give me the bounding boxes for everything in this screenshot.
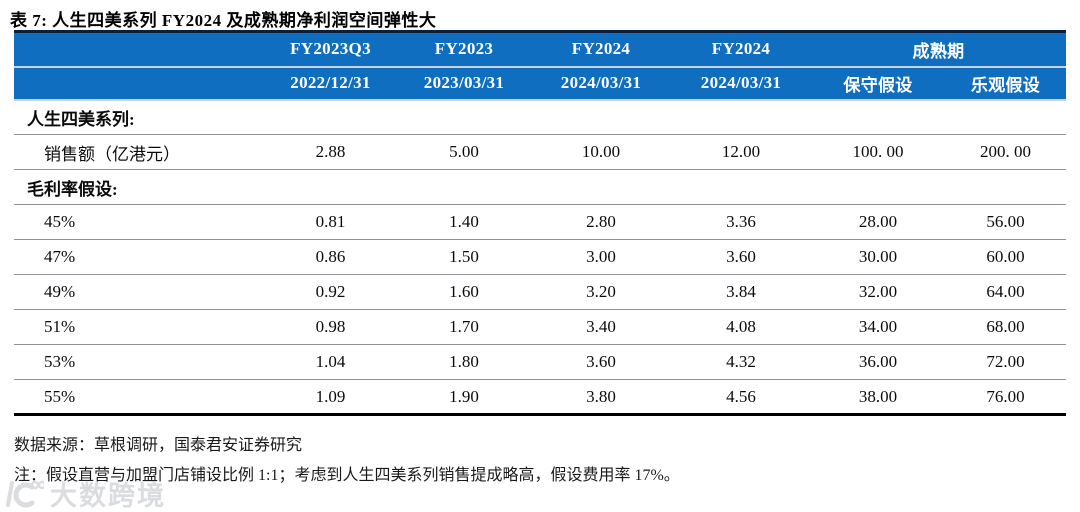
cell-value: 10.00 [531, 134, 671, 170]
section-label: 毛利率假设: [14, 169, 1066, 205]
cell-value: 0.92 [264, 274, 397, 310]
cell-value: 72.00 [945, 344, 1066, 380]
row-label: 销售额（亿港元） [14, 134, 264, 170]
table-container: FY2023Q3 FY2023 FY2024 FY2024 成熟期 2022/12/31… [14, 30, 1066, 416]
table-header-row-dates: 2022/12/31 2023/03/31 2024/03/31 2024/03/31… [14, 66, 1066, 101]
column-header: 2023/03/31 [397, 66, 531, 101]
page-title: 表 7: 人生四美系列 FY2024 及成熟期净利润空间弹性大 [10, 11, 437, 30]
column-header: 2024/03/31 [671, 66, 811, 101]
column-header: FY2023Q3 [264, 30, 397, 68]
cell-value: 3.60 [531, 344, 671, 380]
cell-value: 56.00 [945, 204, 1066, 240]
table-header: FY2023Q3 FY2023 FY2024 FY2024 成熟期 2022/12/31… [14, 30, 1066, 101]
cell-value: 38.00 [811, 379, 945, 416]
cell-value: 1.90 [397, 379, 531, 416]
cell-value: 2.80 [531, 204, 671, 240]
cell-value: 5.00 [397, 134, 531, 170]
cell-value: 68.00 [945, 309, 1066, 345]
column-header: 保守假设 [811, 66, 945, 101]
cell-value: 28.00 [811, 204, 945, 240]
cell-value: 3.80 [531, 379, 671, 416]
table-row: 人生四美系列: [14, 99, 1066, 135]
cell-value: 100. 00 [811, 134, 945, 170]
cell-value: 3.60 [671, 239, 811, 275]
row-label: 55% [14, 379, 264, 416]
cell-value: 1.60 [397, 274, 531, 310]
cell-value: 3.36 [671, 204, 811, 240]
cell-value: 30.00 [811, 239, 945, 275]
cell-value: 1.50 [397, 239, 531, 275]
cell-value: 3.20 [531, 274, 671, 310]
cell-value: 36.00 [811, 344, 945, 380]
cell-value: 0.86 [264, 239, 397, 275]
cell-value: 4.08 [671, 309, 811, 345]
section-label: 人生四美系列: [14, 99, 1066, 135]
table-row: 47% 0.86 1.50 3.00 3.60 30.00 60.00 [14, 239, 1066, 275]
column-header: 乐观假设 [945, 66, 1066, 101]
table-row: 49% 0.92 1.60 3.20 3.84 32.00 64.00 [14, 274, 1066, 310]
cell-value: 34.00 [811, 309, 945, 345]
cell-value: 12.00 [671, 134, 811, 170]
cell-value: 2.88 [264, 134, 397, 170]
table-row: 毛利率假设: [14, 169, 1066, 205]
cell-value: 0.98 [264, 309, 397, 345]
column-header: 2022/12/31 [264, 66, 397, 101]
cell-value: 1.70 [397, 309, 531, 345]
table-header-row-periods: FY2023Q3 FY2023 FY2024 FY2024 成熟期 [14, 30, 1066, 68]
cell-value: 3.84 [671, 274, 811, 310]
cell-value: 1.80 [397, 344, 531, 380]
column-header: FY2024 [531, 30, 671, 68]
cell-value: 1.09 [264, 379, 397, 416]
cell-value: 3.40 [531, 309, 671, 345]
column-header: FY2023 [397, 30, 531, 68]
cell-value: 32.00 [811, 274, 945, 310]
data-table: FY2023Q3 FY2023 FY2024 FY2024 成熟期 2022/12/31… [14, 30, 1066, 416]
cell-value: 3.00 [531, 239, 671, 275]
column-header [14, 30, 264, 68]
footnote: 注：假设直营与加盟门店铺设比例 1:1；考虑到人生四美系列销售提成略高，假设费用… [14, 467, 680, 484]
cell-value: 64.00 [945, 274, 1066, 310]
table-row: 55% 1.09 1.90 3.80 4.56 38.00 76.00 [14, 379, 1066, 416]
column-header: 成熟期 [811, 30, 1066, 68]
cell-value: 60.00 [945, 239, 1066, 275]
cell-value: 1.04 [264, 344, 397, 380]
cell-value: 1.40 [397, 204, 531, 240]
cell-value: 76.00 [945, 379, 1066, 416]
table-body: 人生四美系列: 销售额（亿港元） 2.88 5.00 10.00 12.00 100. 00… [14, 99, 1066, 416]
column-header: FY2024 [671, 30, 811, 68]
table-row: 53% 1.04 1.80 3.60 4.32 36.00 72.00 [14, 344, 1066, 380]
table-row: 45% 0.81 1.40 2.80 3.36 28.00 56.00 [14, 204, 1066, 240]
cell-value: 200. 00 [945, 134, 1066, 170]
row-label: 51% [14, 309, 264, 345]
row-label: 53% [14, 344, 264, 380]
cell-value: 4.56 [671, 379, 811, 416]
row-label: 47% [14, 239, 264, 275]
cell-value: 4.32 [671, 344, 811, 380]
table-row: 51% 0.98 1.70 3.40 4.08 34.00 68.00 [14, 309, 1066, 345]
column-header [14, 66, 264, 101]
cell-value: 0.81 [264, 204, 397, 240]
row-label: 49% [14, 274, 264, 310]
column-header: 2024/03/31 [531, 66, 671, 101]
table-row: 销售额（亿港元） 2.88 5.00 10.00 12.00 100. 00 200. 00 [14, 134, 1066, 170]
row-label: 45% [14, 204, 264, 240]
source-note: 数据来源：草根调研，国泰君安证券研究 [14, 437, 303, 454]
